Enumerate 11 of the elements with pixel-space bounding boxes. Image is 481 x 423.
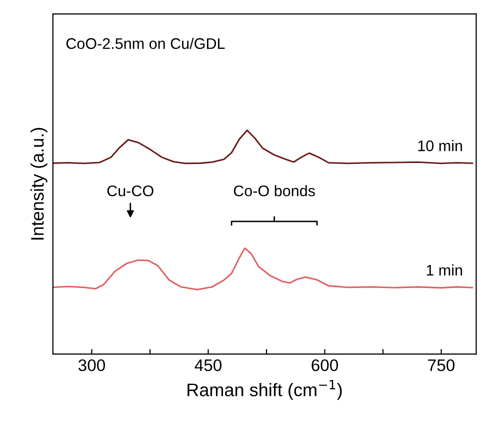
series-label: 1 min — [426, 264, 462, 276]
annotation: Co-O bonds — [234, 185, 315, 196]
x-tick-label: 600 — [312, 359, 338, 372]
x-tick-label: 750 — [428, 359, 454, 372]
y-axis-title: Intensity (a.u.) — [30, 128, 48, 240]
x-tick-label: 450 — [194, 359, 222, 372]
series-label: 10 min — [418, 140, 462, 152]
annotation: Cu-CO — [107, 185, 154, 196]
x-axis-title: Raman shift (cm$^{−1}$) — [188, 380, 342, 400]
x-tick-label: 300 — [78, 359, 105, 372]
text: CoO-2.5nm on Cu/GDL — [66, 38, 225, 49]
